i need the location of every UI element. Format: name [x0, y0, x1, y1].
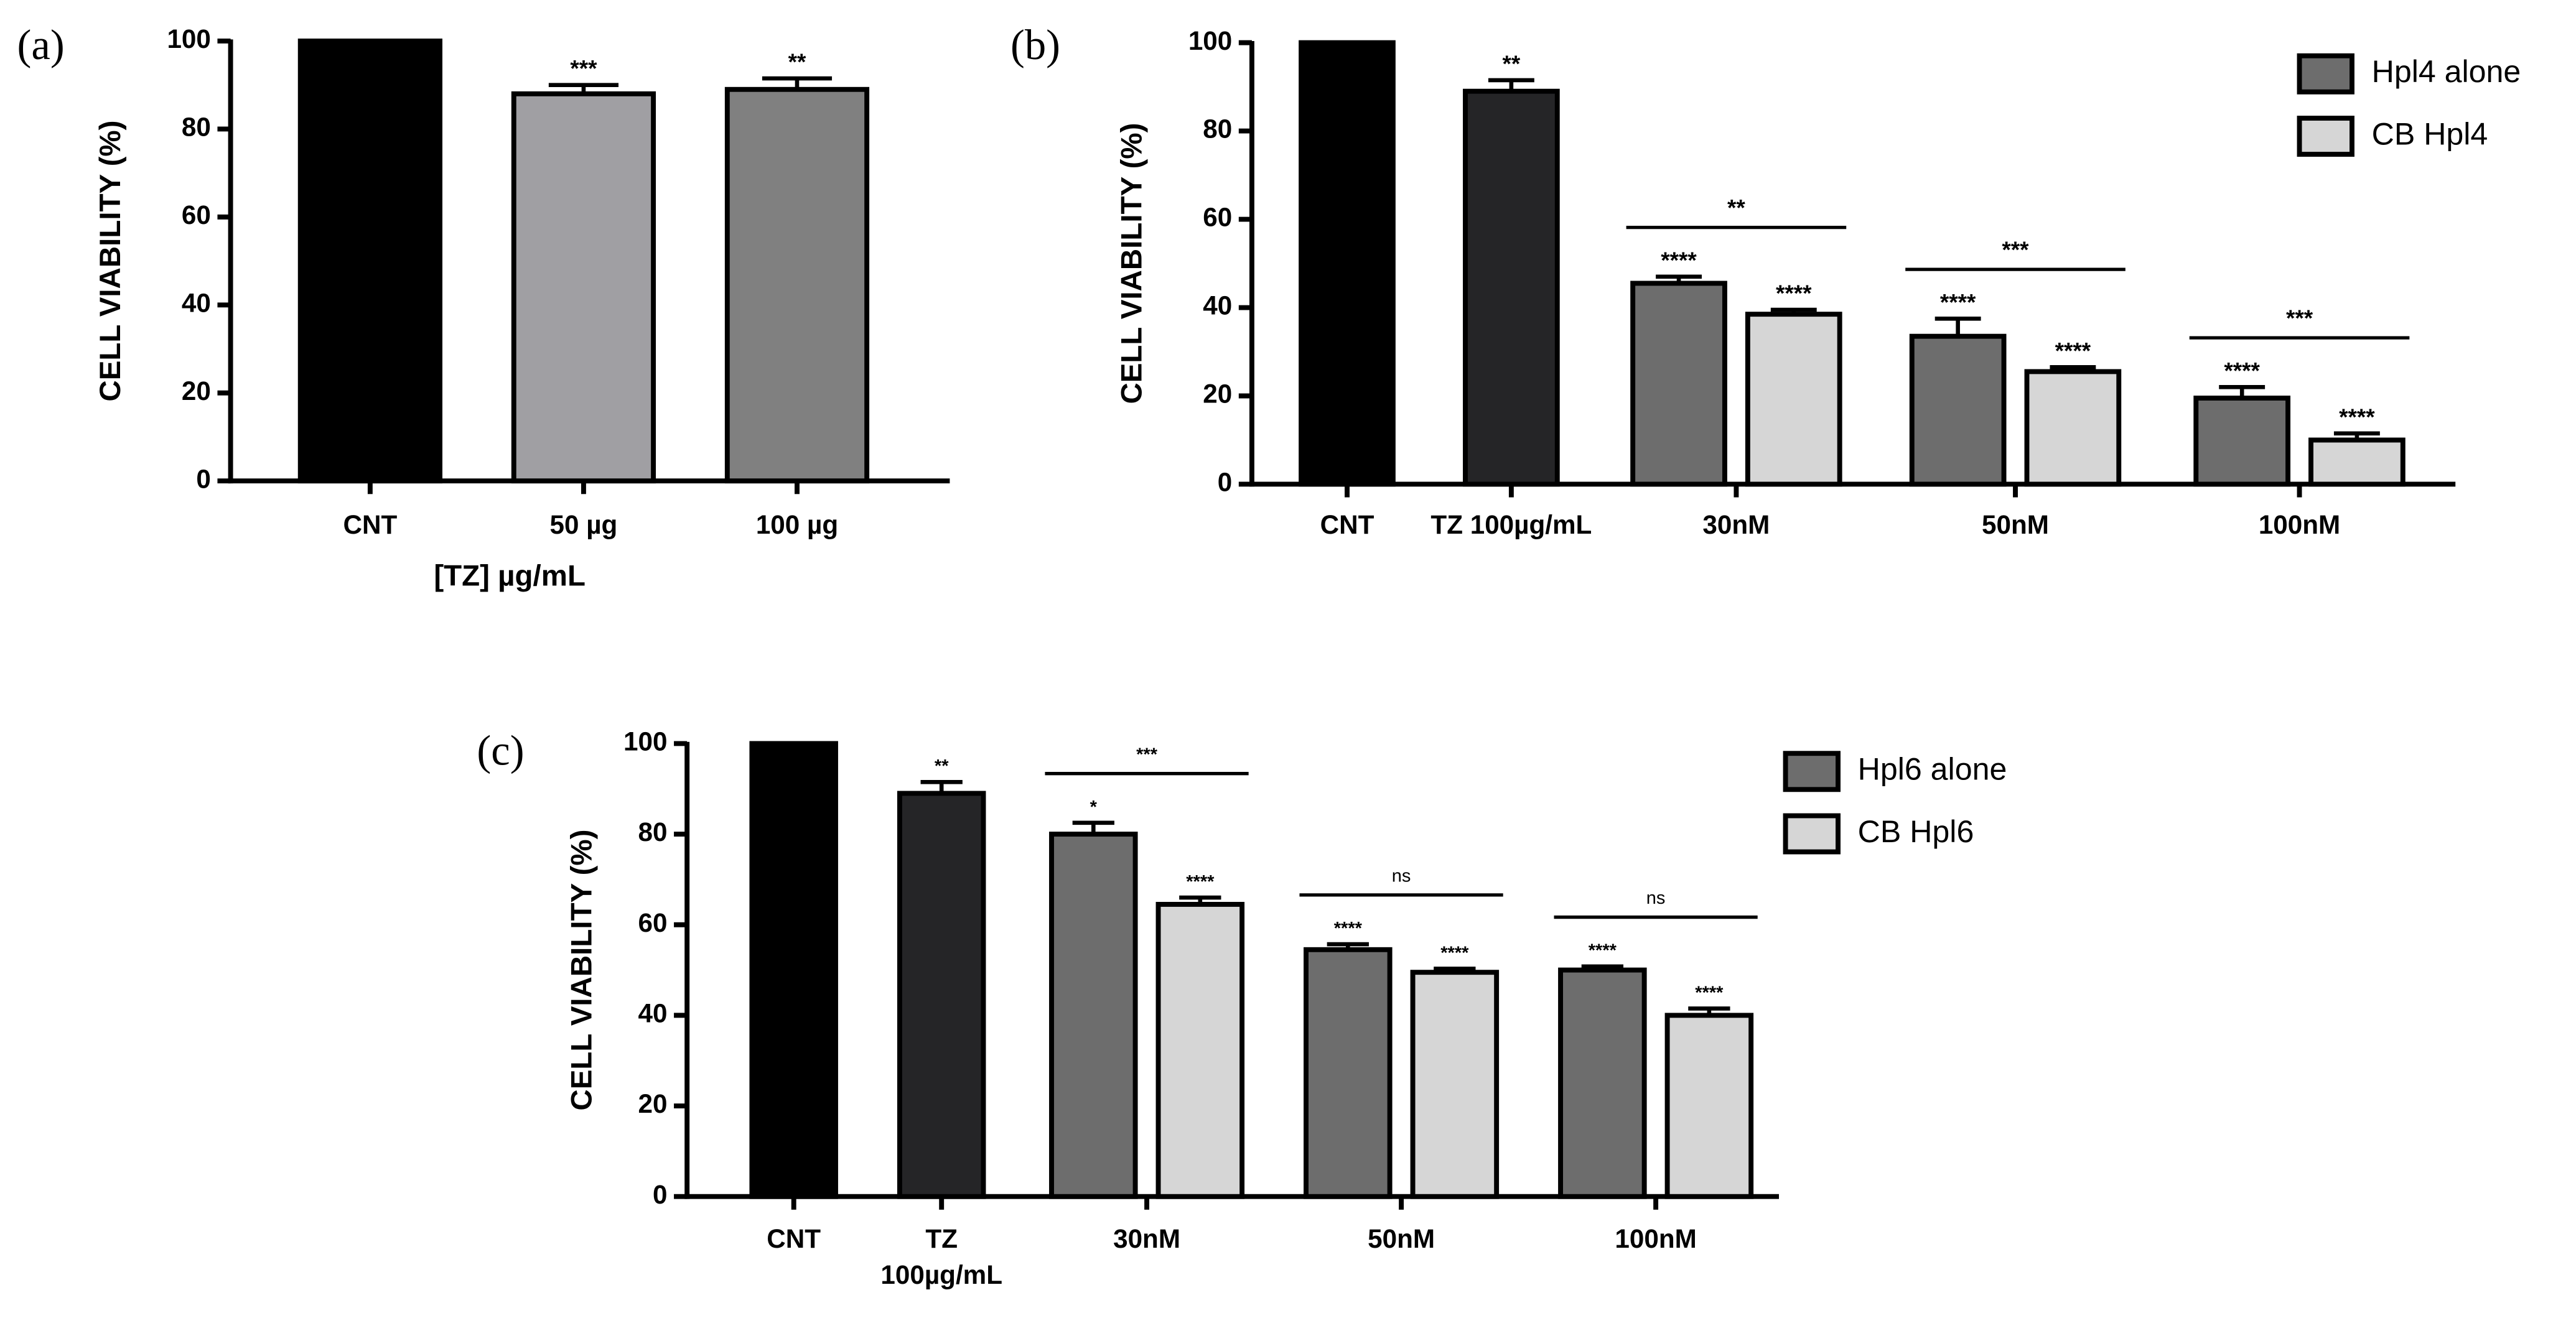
bar: [1463, 88, 1560, 487]
legend-swatch: [1783, 751, 1841, 792]
significance-label: **: [788, 49, 806, 75]
bar: [511, 91, 656, 484]
bar: [2308, 437, 2406, 487]
y-tick-label: 0: [653, 1180, 667, 1209]
significance-label: ****: [2055, 338, 2091, 363]
bar: [1410, 970, 1500, 1199]
x-tick-label: 100 µg: [756, 510, 838, 539]
y-tick-label: 0: [196, 464, 210, 493]
legend-swatch: [2297, 116, 2354, 157]
y-tick-label: 20: [182, 376, 211, 406]
significance-label: ****: [1440, 943, 1469, 963]
y-tick-label: 20: [638, 1089, 668, 1118]
y-tick-label: 100: [623, 727, 667, 756]
bar: [1630, 281, 1727, 487]
y-axis-label: CELL VIABILITY (%): [565, 830, 598, 1111]
bar: [897, 791, 986, 1199]
bar: [1049, 832, 1138, 1199]
bar: [1558, 967, 1647, 1199]
y-tick-label: 80: [182, 113, 211, 142]
bar: [749, 741, 838, 1199]
y-tick-label: 20: [1203, 379, 1232, 409]
bar: [1909, 333, 2007, 487]
legend-swatch: [2297, 53, 2354, 95]
x-tick-label: 30nM: [1702, 510, 1770, 539]
y-tick-label: 60: [1203, 203, 1232, 232]
significance-label: ****: [1589, 941, 1617, 961]
x-tick-label: 50nM: [1368, 1224, 1435, 1253]
significance-label: ****: [2339, 404, 2375, 430]
significance-label: ****: [1186, 872, 1215, 892]
legend-label: CB Hpl4: [2372, 116, 2488, 151]
significance-label: **: [935, 756, 949, 776]
y-tick-label: 80: [638, 817, 668, 847]
x-tick-label: 100µg/mL: [880, 1260, 1002, 1289]
bar: [1745, 312, 1842, 487]
y-axis-label: CELL VIABILITY (%): [1115, 123, 1148, 404]
panel-label: (c): [477, 727, 524, 774]
significance-label: *: [1090, 797, 1098, 817]
bar: [1155, 901, 1245, 1199]
legend-swatch: [1783, 813, 1841, 855]
group-significance-label: ***: [1136, 745, 1158, 764]
y-tick-label: 40: [638, 999, 668, 1028]
x-tick-label: 30nM: [1113, 1224, 1180, 1253]
x-tick-label: 50 µg: [550, 510, 618, 539]
panel-label: (a): [17, 21, 65, 68]
y-tick-label: 80: [1203, 114, 1232, 144]
y-axis-label: CELL VIABILITY (%): [94, 121, 127, 402]
group-significance-label: **: [1727, 195, 1745, 220]
y-tick-label: 60: [182, 200, 211, 230]
legend-label: CB Hpl6: [1858, 814, 1974, 849]
significance-label: ****: [2224, 358, 2260, 383]
significance-label: **: [1503, 51, 1521, 77]
x-tick-label: 100nM: [2259, 510, 2340, 539]
x-tick-label: CNT: [1320, 510, 1374, 539]
bar: [2024, 369, 2122, 487]
significance-label: ****: [1334, 919, 1363, 939]
x-tick-label: CNT: [767, 1224, 821, 1253]
y-tick-label: 100: [1188, 26, 1232, 55]
bar: [2193, 396, 2291, 487]
significance-label: ****: [1776, 281, 1812, 306]
group-significance-label: ***: [2002, 237, 2029, 262]
significance-label: ****: [1695, 983, 1724, 1003]
significance-label: ****: [1661, 248, 1697, 273]
y-tick-label: 100: [167, 24, 210, 53]
y-tick-label: 0: [1218, 468, 1232, 497]
panel-label: (b): [1010, 21, 1060, 68]
bar: [724, 86, 870, 484]
x-tick-label: 50nM: [1982, 510, 2049, 539]
bar: [297, 39, 442, 484]
significance-label: ***: [570, 56, 597, 81]
y-tick-label: 40: [182, 288, 211, 317]
group-significance-label: ns: [1646, 888, 1666, 908]
bar: [1664, 1013, 1754, 1199]
significance-label: ****: [1940, 289, 1976, 315]
x-tick-label: CNT: [343, 510, 397, 539]
legend-label: Hpl6 alone: [1858, 752, 2007, 787]
y-tick-label: 40: [1203, 291, 1232, 320]
bar: [1299, 40, 1396, 487]
x-tick-label: TZ: [925, 1224, 958, 1253]
group-significance-label: ns: [1392, 866, 1411, 886]
group-significance-label: ***: [2286, 305, 2313, 331]
legend-label: Hpl4 alone: [2372, 54, 2521, 89]
y-tick-label: 60: [638, 908, 668, 937]
x-axis-label: [TZ] µg/mL: [434, 559, 586, 592]
x-tick-label: 100nM: [1615, 1224, 1696, 1253]
x-tick-label: TZ 100µg/mL: [1430, 510, 1592, 539]
bar: [1304, 947, 1393, 1199]
